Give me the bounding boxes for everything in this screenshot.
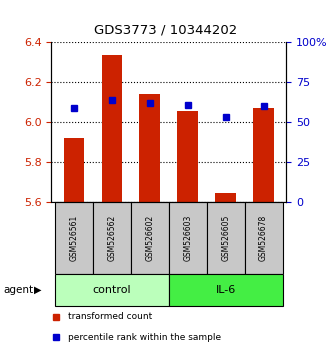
Bar xyxy=(93,202,131,274)
Bar xyxy=(55,274,169,306)
Text: GSM526562: GSM526562 xyxy=(108,215,117,261)
Bar xyxy=(55,202,93,274)
Text: IL-6: IL-6 xyxy=(215,285,236,295)
Text: GSM526678: GSM526678 xyxy=(259,215,268,261)
Text: transformed count: transformed count xyxy=(68,313,152,321)
Text: GSM526605: GSM526605 xyxy=(221,215,230,261)
Bar xyxy=(131,202,169,274)
Bar xyxy=(139,95,160,202)
Text: control: control xyxy=(93,285,131,295)
Bar xyxy=(169,202,207,274)
Text: percentile rank within the sample: percentile rank within the sample xyxy=(68,332,221,342)
Text: GDS3773 / 10344202: GDS3773 / 10344202 xyxy=(94,24,237,36)
Text: GSM526603: GSM526603 xyxy=(183,215,192,261)
Text: agent: agent xyxy=(3,285,33,295)
Text: GSM526602: GSM526602 xyxy=(145,215,154,261)
Bar xyxy=(245,202,283,274)
Bar xyxy=(102,56,122,202)
Bar xyxy=(177,111,198,202)
Bar xyxy=(215,193,236,202)
Bar xyxy=(253,108,274,202)
Bar xyxy=(64,138,84,202)
Bar xyxy=(169,274,283,306)
Bar xyxy=(207,202,245,274)
Text: ▶: ▶ xyxy=(34,285,42,295)
Text: GSM526561: GSM526561 xyxy=(70,215,78,261)
